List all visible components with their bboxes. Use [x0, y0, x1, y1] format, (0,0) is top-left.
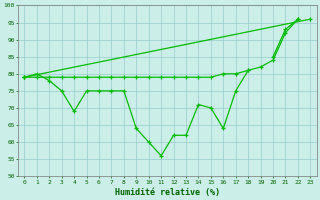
X-axis label: Humidité relative (%): Humidité relative (%) [115, 188, 220, 197]
